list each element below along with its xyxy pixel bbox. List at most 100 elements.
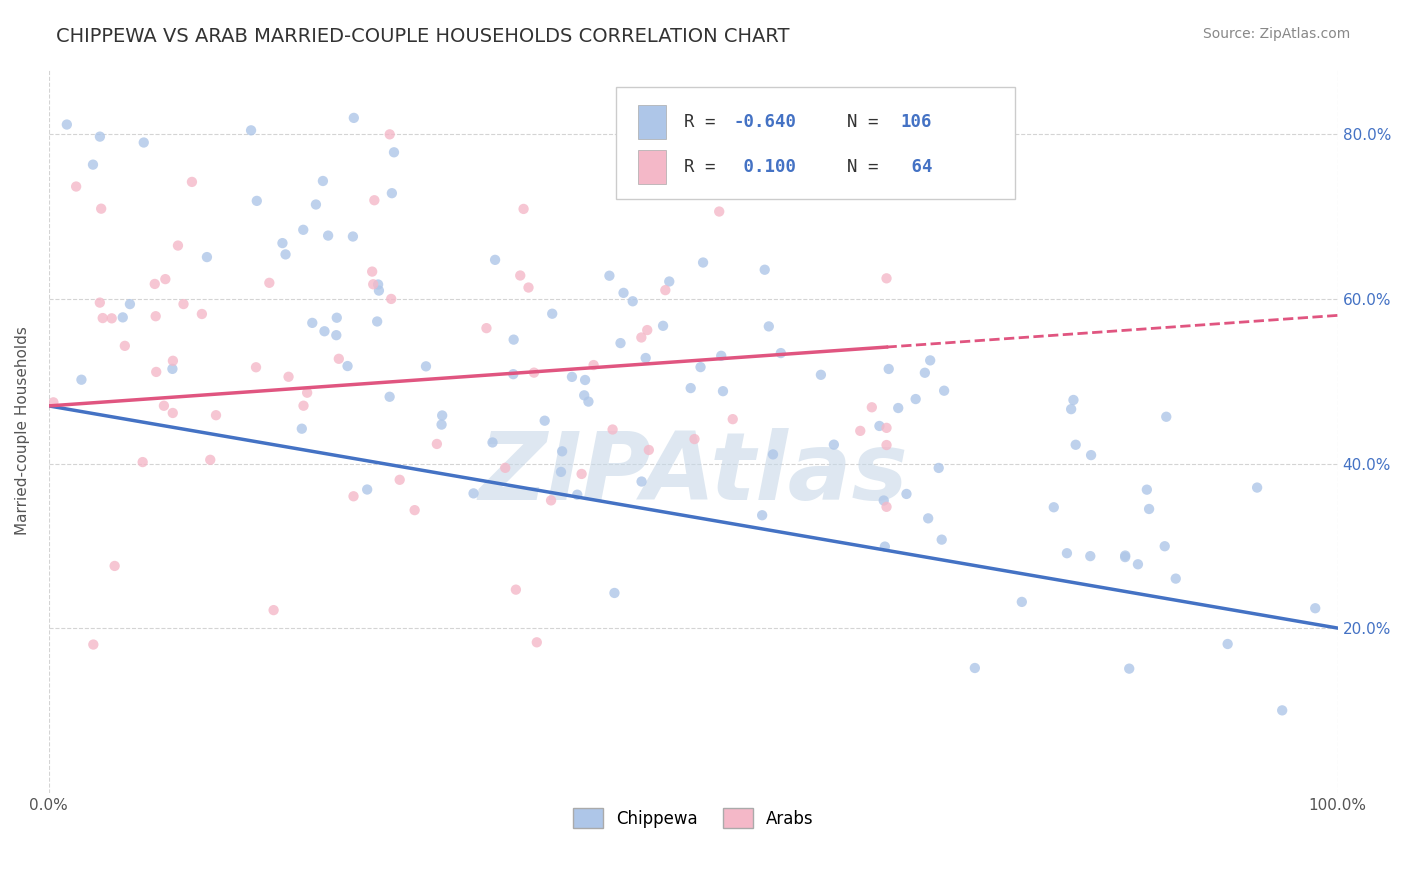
Point <box>145 310 167 324</box>
Point <box>426 437 449 451</box>
Point <box>1060 402 1083 417</box>
Point <box>312 174 335 188</box>
Point <box>1114 549 1136 563</box>
Point <box>388 473 411 487</box>
Point <box>1062 392 1084 407</box>
Point <box>860 401 883 415</box>
Point <box>896 487 918 501</box>
Point <box>367 277 389 292</box>
Point <box>963 661 986 675</box>
Point <box>191 307 214 321</box>
Point <box>810 368 832 382</box>
Point <box>612 285 634 300</box>
Text: N =: N = <box>825 158 889 176</box>
Point <box>356 483 378 497</box>
Point <box>630 330 652 344</box>
Point <box>56 118 79 132</box>
Point <box>155 272 177 286</box>
Point <box>517 280 540 294</box>
Point <box>205 408 228 422</box>
Point <box>100 311 122 326</box>
Point <box>292 399 315 413</box>
Point <box>1153 539 1175 553</box>
Point <box>561 370 583 384</box>
Point <box>1216 637 1239 651</box>
Point <box>1137 502 1160 516</box>
FancyBboxPatch shape <box>616 87 1015 199</box>
Point <box>582 358 605 372</box>
Point <box>305 197 328 211</box>
Point <box>709 204 731 219</box>
Point <box>509 268 531 283</box>
Point <box>361 264 384 278</box>
Point <box>876 500 898 514</box>
Point <box>65 179 87 194</box>
Point <box>721 412 744 426</box>
Point <box>634 351 657 365</box>
Point <box>849 424 872 438</box>
Text: ZIPAtlas: ZIPAtlas <box>478 428 908 520</box>
Point <box>887 401 910 415</box>
Point <box>153 399 176 413</box>
Point <box>181 175 204 189</box>
Point <box>636 323 658 337</box>
Point <box>82 638 104 652</box>
Point <box>523 366 546 380</box>
Bar <box>638 104 666 139</box>
Point <box>603 586 626 600</box>
Point <box>70 373 93 387</box>
Point <box>494 460 516 475</box>
Point <box>366 314 388 328</box>
Point <box>502 367 524 381</box>
Point <box>145 365 167 379</box>
Point <box>246 194 269 208</box>
Point <box>1164 572 1187 586</box>
Point <box>1118 662 1140 676</box>
Point <box>342 489 364 503</box>
Point <box>876 438 898 452</box>
Point <box>654 283 676 297</box>
Text: N =: N = <box>825 113 889 131</box>
Point <box>316 228 339 243</box>
Point <box>1136 483 1159 497</box>
Point <box>873 493 896 508</box>
Point <box>415 359 437 374</box>
Point <box>382 145 405 160</box>
Point <box>263 603 285 617</box>
Point <box>143 277 166 291</box>
Point <box>277 369 299 384</box>
Point <box>1154 409 1177 424</box>
Point <box>540 493 562 508</box>
Point <box>173 297 195 311</box>
Y-axis label: Married-couple Households: Married-couple Households <box>15 326 30 535</box>
Point <box>274 247 297 261</box>
Point <box>481 435 503 450</box>
Point <box>325 328 347 343</box>
Text: Source: ZipAtlas.com: Source: ZipAtlas.com <box>1202 27 1350 41</box>
Point <box>1271 703 1294 717</box>
Point <box>567 488 589 502</box>
Point <box>717 145 740 160</box>
Point <box>652 318 675 333</box>
Point <box>877 362 900 376</box>
Point <box>162 353 184 368</box>
Point <box>271 236 294 251</box>
Point <box>1126 558 1149 572</box>
Point <box>710 349 733 363</box>
Point <box>571 467 593 481</box>
Point <box>90 202 112 216</box>
Point <box>484 252 506 267</box>
Point <box>240 123 263 137</box>
Point <box>1064 438 1087 452</box>
Point <box>1011 595 1033 609</box>
Point <box>917 511 939 525</box>
Point <box>328 351 350 366</box>
Point <box>512 202 534 216</box>
Point <box>82 158 104 172</box>
Point <box>291 422 314 436</box>
Point <box>762 447 785 461</box>
Point <box>630 475 652 489</box>
Point <box>1246 481 1268 495</box>
Point <box>574 373 596 387</box>
Point <box>162 362 184 376</box>
